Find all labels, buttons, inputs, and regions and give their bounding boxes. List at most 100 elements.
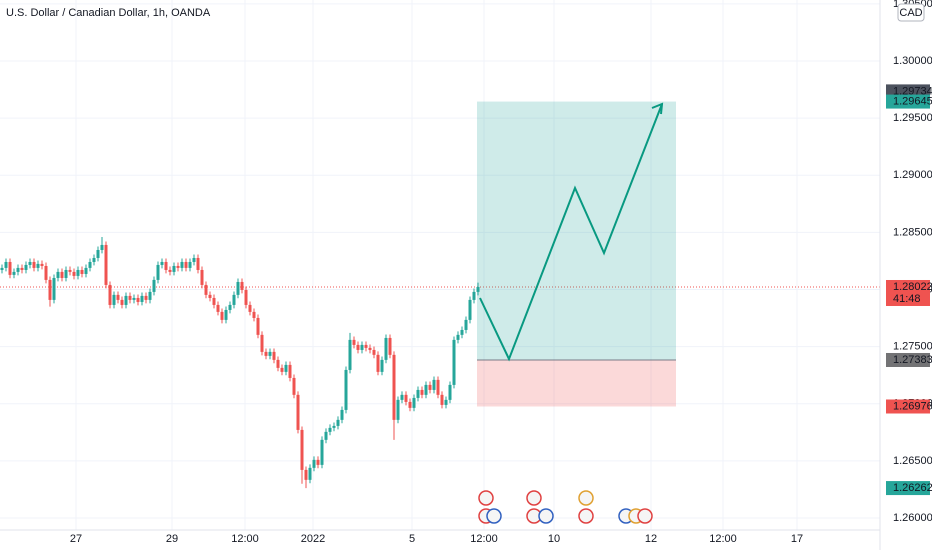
candle-body xyxy=(384,337,388,360)
candle-body xyxy=(368,347,372,350)
event-flag xyxy=(538,508,554,524)
candle-body xyxy=(392,354,396,420)
candle-body xyxy=(340,409,344,420)
candle-body xyxy=(444,399,448,405)
candle-body xyxy=(60,271,64,278)
candle-body xyxy=(140,295,144,302)
candle-body xyxy=(100,244,104,250)
candle-body xyxy=(112,294,116,305)
y-tick-label: 1.26000 xyxy=(893,512,932,524)
candle-body xyxy=(104,244,108,285)
candle-body xyxy=(160,261,164,265)
countdown-label: 41:48 xyxy=(893,293,921,305)
candle-body xyxy=(288,364,292,378)
event-flag xyxy=(486,508,502,524)
x-tick-label: 2022 xyxy=(301,533,325,545)
candle-body xyxy=(244,289,248,305)
candle-body xyxy=(184,261,188,268)
candle-body xyxy=(248,304,252,312)
candle-body xyxy=(448,384,452,400)
candle-body xyxy=(16,267,20,272)
price-label-box xyxy=(886,94,930,109)
candle-body xyxy=(224,309,228,320)
candle-body xyxy=(156,264,160,280)
candle-body xyxy=(148,291,152,300)
candle-body xyxy=(68,269,72,272)
chart-title: U.S. Dollar / Canadian Dollar, 1h, OANDA xyxy=(6,7,211,19)
candle-body xyxy=(348,339,352,370)
candle-body xyxy=(380,359,384,372)
candle-body xyxy=(432,379,436,390)
x-tick-label: 29 xyxy=(166,533,178,545)
candle-body xyxy=(428,384,432,390)
x-tick-label: 5 xyxy=(409,533,415,545)
x-tick-label: 17 xyxy=(791,533,803,545)
candle-body xyxy=(168,269,172,272)
grid xyxy=(0,0,880,530)
candle-body xyxy=(420,389,424,395)
x-tick-label: 12:00 xyxy=(231,533,259,545)
candle-body xyxy=(216,304,220,312)
candle-body xyxy=(276,359,280,368)
candle-body xyxy=(96,249,100,258)
candle-body xyxy=(204,284,208,295)
candle-body xyxy=(400,394,404,400)
candle-body xyxy=(412,397,416,408)
candle-body xyxy=(8,261,12,275)
price-label-box xyxy=(886,279,930,306)
currency-label[interactable]: CAD xyxy=(899,7,922,19)
candle-body xyxy=(312,459,316,468)
candle-body xyxy=(80,269,84,274)
event-flag xyxy=(478,490,494,506)
candle-body xyxy=(208,294,212,298)
profit-zone xyxy=(477,101,676,360)
candle-body xyxy=(472,291,476,300)
candle-body xyxy=(176,265,180,268)
price-label: 1.29734 xyxy=(893,85,932,97)
candle-body xyxy=(20,267,24,270)
candle-body xyxy=(32,261,36,268)
candle-body xyxy=(64,269,68,278)
candle-body xyxy=(48,279,52,300)
candle-body xyxy=(212,297,216,305)
candle-body xyxy=(404,394,408,402)
x-tick-label: 12:00 xyxy=(709,533,737,545)
position-tool xyxy=(477,101,676,407)
candle-body xyxy=(24,264,28,270)
projection-arrowhead xyxy=(651,102,664,115)
y-tick-label: 1.27500 xyxy=(893,341,932,353)
candle-body xyxy=(296,394,300,430)
candle-body xyxy=(308,467,312,480)
candle-body xyxy=(172,265,176,272)
candle-body xyxy=(320,439,324,465)
candle-body xyxy=(388,337,392,355)
candle-body xyxy=(76,269,80,276)
price-axis: 1.260001.265001.270001.275001.280001.285… xyxy=(886,0,932,524)
price-label-box xyxy=(886,399,930,414)
candle-body xyxy=(292,377,296,395)
candle-body xyxy=(108,284,112,305)
candle-body xyxy=(264,351,268,356)
x-tick-label: 12:00 xyxy=(470,533,498,545)
y-tick-label: 1.29000 xyxy=(893,169,932,181)
candle-body xyxy=(356,344,360,350)
price-label: 1.26976 xyxy=(893,400,932,412)
candle-body xyxy=(4,261,8,268)
candle-body xyxy=(128,295,132,300)
currency-box[interactable] xyxy=(897,3,925,22)
candle-body xyxy=(476,286,480,292)
candle-body xyxy=(192,257,196,262)
y-tick-label: 1.29500 xyxy=(893,112,932,124)
candle-body xyxy=(300,429,304,470)
candle-body xyxy=(236,281,240,295)
candle-body xyxy=(0,267,4,270)
candle-body xyxy=(240,281,244,290)
candle-body xyxy=(364,344,368,348)
candle-body xyxy=(324,431,328,440)
candle-body xyxy=(352,339,356,345)
candle-body xyxy=(12,271,16,275)
candle-body xyxy=(280,367,284,372)
candle-body xyxy=(196,257,200,270)
